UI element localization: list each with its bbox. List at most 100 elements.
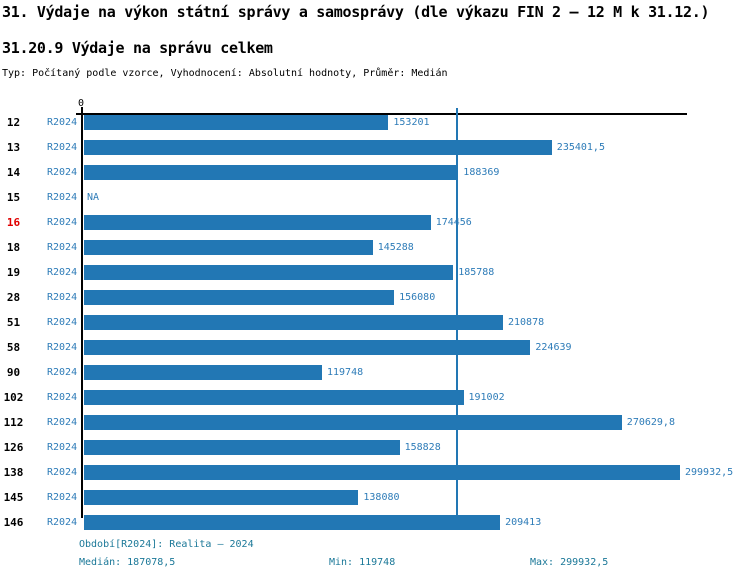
bar — [84, 340, 531, 355]
row-series-label: R2024 — [47, 417, 78, 428]
bar — [84, 290, 395, 305]
footer-max-label: Max: 299932,5 — [530, 557, 609, 568]
row-series-label: R2024 — [47, 317, 78, 328]
row-series-label: R2024 — [47, 342, 78, 353]
chart-row: 15 R2024 NA — [0, 190, 750, 214]
median-line — [456, 108, 458, 515]
chart-row: 102 R2024 191002 — [0, 390, 750, 414]
bar-value-label: 119748 — [327, 367, 364, 378]
bar-zone: 270629,8 — [82, 415, 750, 430]
bar-value-label: 235401,5 — [556, 142, 605, 153]
bar — [84, 265, 454, 280]
bar-zone: 191002 — [82, 390, 750, 405]
row-number-label: 16 — [6, 216, 21, 229]
bar — [84, 115, 389, 130]
bar-zone: 299932,5 — [82, 465, 750, 480]
bar-value-label: 224639 — [535, 342, 572, 353]
bar-value-label: 156080 — [399, 292, 436, 303]
page-title: 31. Výdaje na výkon státní správy a samo… — [2, 3, 710, 21]
bar — [84, 140, 552, 155]
row-series-label: R2024 — [47, 142, 78, 153]
row-series-label: R2024 — [47, 267, 78, 278]
bar — [84, 215, 431, 230]
bar-zone: 145288 — [82, 240, 750, 255]
bar-zone: 209413 — [82, 515, 750, 530]
row-number-label: 146 — [3, 516, 24, 529]
chart-row: 58 R2024 224639 — [0, 340, 750, 364]
row-series-label: R2024 — [47, 117, 78, 128]
bar-zone: 188369 — [82, 165, 750, 180]
row-number-label: 19 — [6, 266, 21, 279]
bar-value-label: 210878 — [508, 317, 545, 328]
row-number-label: 112 — [3, 416, 24, 429]
row-number-label: 126 — [3, 441, 24, 454]
bar-zone: NA — [82, 190, 750, 205]
chart-row: 90 R2024 119748 — [0, 365, 750, 389]
row-number-label: 15 — [6, 191, 21, 204]
chart-row: 13 R2024 235401,5 — [0, 140, 750, 164]
bar-value-label: 185788 — [458, 267, 495, 278]
x-axis-line — [76, 113, 687, 115]
bar — [84, 440, 400, 455]
row-series-label: R2024 — [47, 392, 78, 403]
bar-zone: 138080 — [82, 490, 750, 505]
y-axis-spine — [81, 107, 83, 518]
row-number-label: 51 — [6, 316, 21, 329]
row-number-label: 145 — [3, 491, 24, 504]
bar-zone: 235401,5 — [82, 140, 750, 155]
bar — [84, 165, 459, 180]
row-number-label: 28 — [6, 291, 21, 304]
bar — [84, 515, 501, 530]
bar — [84, 415, 622, 430]
footer-median-label: Medián: 187078,5 — [79, 557, 176, 568]
bar-chart: 0 12 R2024 153201 13 R2024 235401,5 14 R2024 188… — [0, 96, 750, 530]
bar — [84, 365, 322, 380]
chart-title: 31.20.9 Výdaje na správu celkem — [2, 39, 273, 57]
row-series-label: R2024 — [47, 367, 78, 378]
row-number-label: 90 — [6, 366, 21, 379]
x-axis-zero-tick-label: 0 — [77, 98, 85, 109]
bar-zone: 185788 — [82, 265, 750, 280]
chart-type-line: Typ: Počítaný podle vzorce, Vyhodnocení:… — [2, 68, 448, 79]
bar — [84, 315, 503, 330]
row-series-label: R2024 — [47, 242, 78, 253]
bar-value-label: 158828 — [404, 442, 441, 453]
bar-zone: 153201 — [82, 115, 750, 130]
bar-value-label: 188369 — [463, 167, 500, 178]
row-series-label: R2024 — [47, 167, 78, 178]
bar — [84, 490, 359, 505]
bar-value-label: 299932,5 — [685, 467, 734, 478]
row-number-label: 13 — [6, 141, 21, 154]
bar — [84, 390, 464, 405]
chart-row: 16 R2024 174456 — [0, 215, 750, 239]
chart-row: 14 R2024 188369 — [0, 165, 750, 189]
bar-value-label: 153201 — [393, 117, 430, 128]
bar-value-label: 270629,8 — [626, 417, 675, 428]
footer-min-label: Min: 119748 — [329, 557, 396, 568]
footer-period-label: Období[R2024]: Realita – 2024 — [79, 539, 254, 550]
row-number-label: 14 — [6, 166, 21, 179]
chart-row: 112 R2024 270629,8 — [0, 415, 750, 439]
row-series-label: R2024 — [47, 467, 78, 478]
row-series-label: R2024 — [47, 517, 78, 528]
bar — [84, 240, 373, 255]
chart-row: 18 R2024 145288 — [0, 240, 750, 264]
bar-value-label: 209413 — [505, 517, 542, 528]
bar-zone: 156080 — [82, 290, 750, 305]
bar-value-label: 145288 — [377, 242, 414, 253]
chart-row: 19 R2024 185788 — [0, 265, 750, 289]
bar — [84, 465, 680, 480]
chart-row: 12 R2024 153201 — [0, 115, 750, 139]
row-series-label: R2024 — [47, 442, 78, 453]
row-number-label: 58 — [6, 341, 21, 354]
chart-row: 126 R2024 158828 — [0, 440, 750, 464]
bar-zone: 174456 — [82, 215, 750, 230]
bar-zone: 224639 — [82, 340, 750, 355]
bar-zone: 210878 — [82, 315, 750, 330]
row-number-label: 18 — [6, 241, 21, 254]
chart-rows: 12 R2024 153201 13 R2024 235401,5 14 R2024 18836… — [0, 114, 750, 539]
row-series-label: R2024 — [47, 217, 78, 228]
na-value-label: NA — [87, 192, 100, 203]
row-series-label: R2024 — [47, 192, 78, 203]
row-series-label: R2024 — [47, 492, 78, 503]
